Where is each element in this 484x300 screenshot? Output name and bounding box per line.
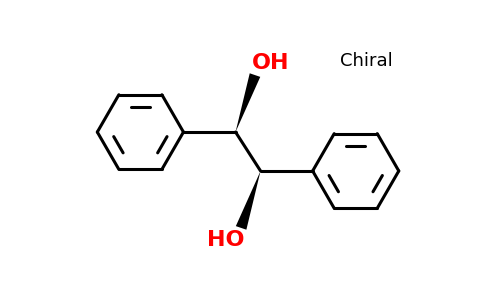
Text: OH: OH xyxy=(252,52,289,73)
Text: HO: HO xyxy=(207,230,244,250)
Polygon shape xyxy=(236,73,260,132)
Text: Chiral: Chiral xyxy=(340,52,393,70)
Polygon shape xyxy=(236,171,260,230)
